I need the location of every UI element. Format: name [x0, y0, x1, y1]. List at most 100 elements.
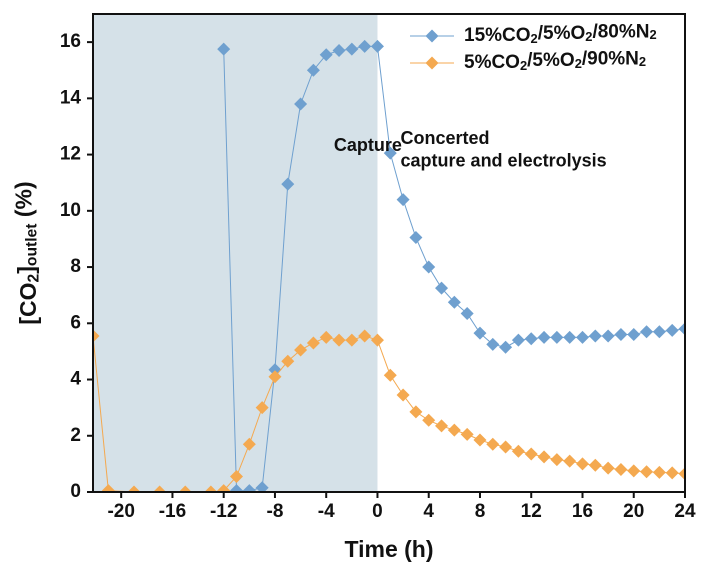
- data-point: [255, 481, 269, 492]
- data-point: [409, 405, 423, 419]
- x-tick-label: 20: [623, 501, 644, 522]
- x-tick-label: 8: [475, 501, 486, 522]
- data-point: [435, 281, 449, 295]
- data-point: [511, 333, 525, 347]
- data-point: [575, 457, 589, 471]
- legend-marker: [425, 56, 439, 70]
- x-tick-label: -8: [267, 501, 284, 522]
- data-point: [255, 401, 269, 415]
- annotation: capture and electrolysis: [401, 150, 607, 170]
- data-point: [281, 177, 295, 191]
- y-tick-label: 14: [60, 87, 82, 108]
- annotation: Capture: [334, 135, 402, 155]
- data-point: [640, 465, 654, 479]
- data-point: [511, 444, 525, 458]
- data-point: [294, 343, 308, 357]
- data-point: [358, 39, 372, 53]
- data-point: [473, 433, 487, 447]
- y-tick-label: 10: [60, 200, 81, 221]
- data-point: [601, 461, 615, 475]
- data-point: [614, 328, 628, 342]
- x-tick-label: -16: [159, 501, 186, 522]
- data-point: [537, 330, 551, 344]
- data-point: [358, 329, 372, 343]
- data-point: [678, 467, 685, 481]
- y-tick-label: 8: [70, 256, 81, 277]
- x-tick-label: 0: [372, 501, 383, 522]
- data-point: [524, 332, 538, 346]
- data-point: [537, 450, 551, 464]
- annotation: Concerted: [401, 128, 490, 148]
- shaded-region: [93, 14, 378, 492]
- x-tick-label: -12: [210, 501, 237, 522]
- data-point: [332, 333, 346, 347]
- plot-area: [93, 14, 685, 492]
- data-point: [242, 437, 256, 451]
- x-tick-label: 12: [521, 501, 542, 522]
- data-point: [447, 423, 461, 437]
- data-point: [396, 388, 410, 402]
- data-point: [499, 340, 513, 354]
- x-tick-label: 16: [572, 501, 593, 522]
- data-point: [294, 97, 308, 111]
- data-point: [486, 337, 500, 351]
- data-point: [640, 325, 654, 339]
- data-point: [101, 484, 115, 492]
- y-axis-label: [CO2]outlet (%): [11, 181, 43, 324]
- data-point: [524, 447, 538, 461]
- axes-frame: [92, 13, 686, 493]
- data-point: [614, 463, 628, 477]
- data-point: [230, 470, 244, 484]
- data-point: [332, 44, 346, 58]
- data-point: [627, 328, 641, 342]
- data-point: [550, 330, 564, 344]
- data-point: [563, 330, 577, 344]
- data-point: [550, 453, 564, 467]
- data-point: [217, 42, 231, 56]
- data-point: [563, 454, 577, 468]
- data-point: [268, 370, 282, 384]
- data-point: [665, 323, 679, 337]
- data-point: [422, 413, 436, 427]
- data-point: [435, 419, 449, 433]
- y-tick-label: 16: [60, 31, 81, 52]
- data-point: [627, 464, 641, 478]
- data-point: [652, 325, 666, 339]
- data-point: [409, 231, 423, 245]
- x-axis-label: Time (h): [344, 536, 433, 562]
- data-point: [242, 484, 256, 492]
- data-point: [370, 333, 384, 347]
- data-point: [217, 484, 231, 492]
- x-tick-label: -4: [318, 501, 335, 522]
- data-point: [460, 427, 474, 441]
- data-point: [422, 260, 436, 274]
- data-point: [281, 354, 295, 368]
- data-point: [447, 295, 461, 309]
- data-point: [93, 329, 100, 343]
- data-point: [383, 146, 397, 160]
- legend-marker: [425, 29, 439, 43]
- data-point: [460, 306, 474, 320]
- data-point: [306, 63, 320, 77]
- data-point: [319, 330, 333, 344]
- data-point: [678, 322, 685, 336]
- legend-label: 15%CO2/5%O2/80%N2: [464, 21, 657, 46]
- y-tick-label: 4: [70, 369, 81, 390]
- data-point: [652, 465, 666, 479]
- data-point: [153, 485, 167, 492]
- data-point: [178, 485, 192, 492]
- data-point: [345, 42, 359, 56]
- data-point: [588, 458, 602, 472]
- data-point: [499, 440, 513, 454]
- legend-label: 5%CO2/5%O2/90%N2: [464, 48, 646, 73]
- data-point: [473, 326, 487, 340]
- data-point: [204, 485, 218, 492]
- y-tick-label: 6: [70, 312, 81, 333]
- data-point: [345, 333, 359, 347]
- data-point: [370, 39, 384, 53]
- data-point: [396, 193, 410, 207]
- data-point: [486, 437, 500, 451]
- data-point: [230, 484, 244, 492]
- x-tick-label: 24: [674, 501, 696, 522]
